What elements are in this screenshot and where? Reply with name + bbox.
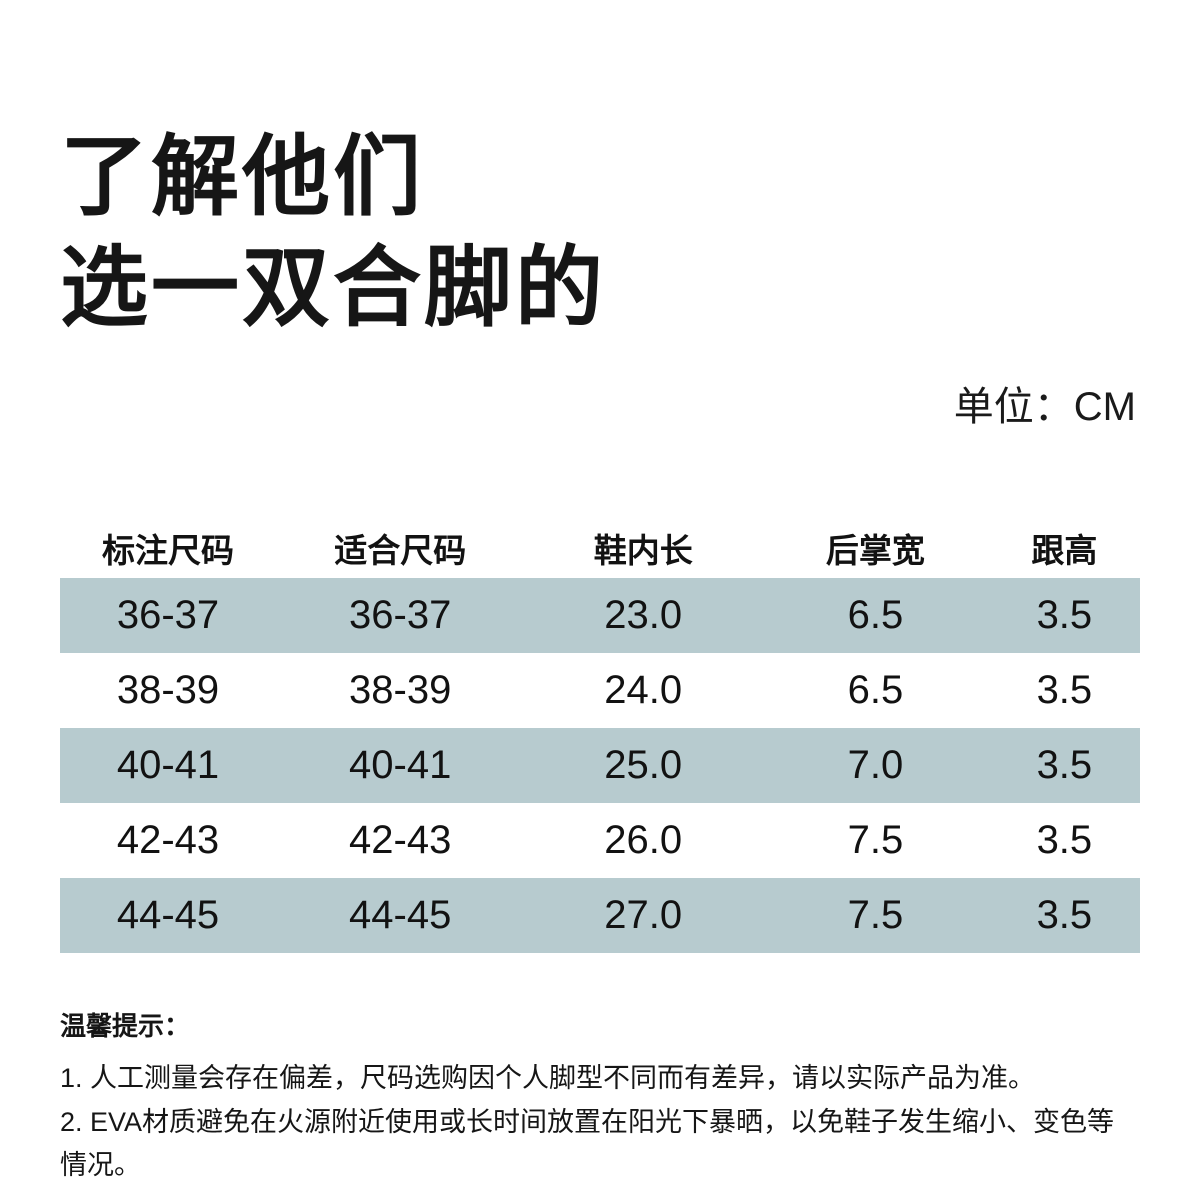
table-header-cell: 标注尺码 bbox=[102, 531, 234, 569]
title-line-2: 选一双合脚的 bbox=[60, 237, 607, 337]
table-cell: 24.0 bbox=[604, 667, 683, 712]
note-item: 1. 人工测量会存在偏差，尺码选购因个人脚型不同而有差异，请以实际产品为准。 bbox=[60, 1062, 1036, 1093]
notes-section: 温馨提示： 1. 人工测量会存在偏差，尺码选购因个人脚型不同而有差异，请以实际产… bbox=[60, 1005, 1140, 1188]
page-title: 了解他们 选一双合脚的 bbox=[60, 0, 1140, 344]
table-cell: 40-41 bbox=[349, 742, 452, 787]
size-table: 标注尺码 适合尺码 鞋内长 后掌宽 跟高 36-37 36-37 23.0 6.… bbox=[60, 518, 1140, 953]
table-cell: 3.5 bbox=[1036, 892, 1093, 937]
table-header-row: 标注尺码 适合尺码 鞋内长 后掌宽 跟高 bbox=[60, 518, 1140, 578]
table-cell: 44-45 bbox=[116, 892, 220, 937]
table-cell: 26.0 bbox=[604, 817, 683, 862]
table-row: 36-37 36-37 23.0 6.5 3.5 bbox=[60, 577, 1140, 653]
table-cell: 3.5 bbox=[1036, 817, 1093, 862]
table-cell: 27.0 bbox=[604, 892, 683, 937]
title-line-1: 了解他们 bbox=[60, 127, 425, 226]
table-header-cell: 适合尺码 bbox=[334, 531, 467, 569]
notes-title: 温馨提示： bbox=[60, 1010, 191, 1041]
table-cell: 42-43 bbox=[349, 817, 452, 862]
table-cell: 25.0 bbox=[604, 742, 683, 787]
table-cell: 7.5 bbox=[847, 817, 904, 862]
table-cell: 3.5 bbox=[1036, 667, 1093, 712]
table-cell: 42-43 bbox=[116, 817, 220, 862]
unit-label: 单位：CM bbox=[953, 384, 1136, 429]
table-cell: 40-41 bbox=[116, 742, 220, 787]
table-cell: 23.0 bbox=[604, 592, 683, 637]
table-cell: 36-37 bbox=[349, 592, 452, 637]
table-cell: 6.5 bbox=[847, 592, 904, 637]
table-row: 44-45 44-45 27.0 7.5 3.5 bbox=[60, 877, 1140, 953]
table-cell: 38-39 bbox=[349, 667, 452, 712]
table-cell: 3.5 bbox=[1036, 592, 1093, 637]
table-row: 38-39 38-39 24.0 6.5 3.5 bbox=[60, 653, 1140, 728]
table-row: 42-43 42-43 26.0 7.5 3.5 bbox=[60, 803, 1140, 878]
table-cell: 3.5 bbox=[1036, 742, 1093, 787]
table-cell: 7.0 bbox=[847, 742, 904, 787]
table-cell: 36-37 bbox=[116, 592, 220, 637]
table-cell: 6.5 bbox=[847, 667, 904, 712]
note-item: 2. EVA材质避免在火源附近使用或长时间放置在阳光下暴晒，以免鞋子发生缩小、变… bbox=[60, 1106, 1115, 1181]
table-row: 40-41 40-41 25.0 7.0 3.5 bbox=[60, 727, 1140, 803]
table-cell: 7.5 bbox=[847, 892, 904, 937]
table-cell: 38-39 bbox=[116, 667, 220, 712]
table-cell: 44-45 bbox=[349, 892, 452, 937]
table-header-cell: 后掌宽 bbox=[825, 531, 925, 569]
table-header-cell: 跟高 bbox=[1031, 531, 1098, 569]
table-header-cell: 鞋内长 bbox=[593, 531, 693, 569]
